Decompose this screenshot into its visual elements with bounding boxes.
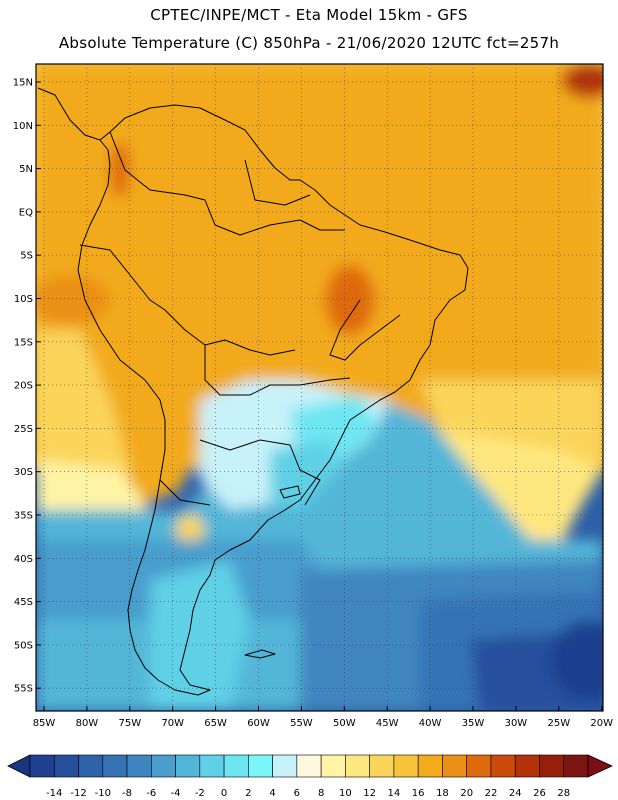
lat-label: 55S [14, 684, 33, 695]
lon-label: 35W [462, 718, 485, 729]
temperature-field [36, 64, 603, 711]
colorbar-swatch [539, 754, 565, 778]
latitude-labels: 15N 10N 5N EQ 5S 10S 15S 20S 25S 30S 35S 40S 45S 50S 5… [13, 78, 41, 695]
colorbar-swatch [29, 754, 55, 778]
map-title-line-1: CPTEC/INPE/MCT - Eta Model 15km - GFS [150, 6, 468, 24]
colorbar-label: 0 [221, 788, 227, 799]
colorbar-swatch [345, 754, 370, 778]
lon-label: 30W [505, 718, 528, 729]
lat-label: 10N [13, 121, 33, 132]
colorbar-label: -8 [122, 788, 132, 799]
longitude-labels: 85W 80W 75W 70W 65W 60W 55W 50W 45W 40W 35W 30W 25W 2… [33, 706, 613, 729]
colorbar-label: 14 [388, 788, 401, 799]
colorbar-swatch [514, 754, 540, 778]
colorbar-swatch [272, 754, 298, 778]
colorbar-swatch [563, 754, 589, 778]
colorbar-label: 28 [557, 788, 570, 799]
colorbar-label: 22 [485, 788, 498, 799]
lon-label: 45W [376, 718, 399, 729]
lon-label: 55W [290, 718, 313, 729]
lat-label: 25S [14, 424, 33, 435]
colorbar-label: 18 [436, 788, 449, 799]
lon-label: 40W [419, 718, 442, 729]
colorbar-label: 12 [363, 788, 376, 799]
colorbar-label: 6 [294, 788, 300, 799]
colorbar-swatch [490, 754, 516, 778]
coastline [37, 87, 469, 696]
colorbar-swatch [175, 754, 201, 778]
lat-label: 5S [20, 251, 33, 262]
lat-label: 5N [19, 164, 33, 175]
colorbar-label: 16 [412, 788, 425, 799]
colorbar-swatch [442, 754, 467, 778]
colorbar-swatch [466, 754, 492, 778]
lon-label: 25W [547, 718, 570, 729]
graticule [36, 64, 603, 711]
colorbar-label: 2 [245, 788, 251, 799]
colorbar: -14 -12 -10 -8 -6 -4 -2 0 2 4 6 8 10 12 14 16 18 20 22 24 26… [7, 754, 613, 799]
colorbar-label: 20 [460, 788, 473, 799]
lon-label: 60W [247, 718, 270, 729]
lat-label: 45S [14, 597, 33, 608]
lat-label: 10S [14, 294, 33, 305]
colorbar-swatch [199, 754, 225, 778]
colorbar-swatch [393, 754, 419, 778]
lat-label: 35S [14, 511, 33, 522]
colorbar-label: -10 [95, 788, 111, 799]
lat-label: 20S [14, 381, 33, 392]
lat-label: 15S [14, 337, 33, 348]
colorbar-swatch [102, 754, 128, 778]
colorbar-over-arrow [587, 754, 613, 778]
colorbar-swatch [248, 754, 273, 778]
colorbar-label: -14 [46, 788, 62, 799]
colorbar-swatch [296, 754, 322, 778]
colorbar-swatch [53, 754, 79, 778]
lon-label: 85W [33, 718, 56, 729]
colorbar-label: 24 [509, 788, 522, 799]
map-title-line-2: Absolute Temperature (C) 850hPa - 21/06/… [58, 34, 560, 52]
colorbar-label: -4 [171, 788, 181, 799]
colorbar-swatch [223, 754, 249, 778]
colorbar-swatch [369, 754, 395, 778]
map-frame [35, 63, 604, 712]
colorbar-label: 10 [339, 788, 352, 799]
colorbar-swatch [320, 754, 346, 778]
lon-label: 20W [590, 718, 613, 729]
lon-label: 70W [161, 718, 184, 729]
colorbar-swatch [151, 754, 176, 778]
lon-label: 80W [76, 718, 99, 729]
lon-label: 75W [118, 718, 141, 729]
colorbar-label: 26 [533, 788, 546, 799]
colorbar-label: -2 [195, 788, 205, 799]
colorbar-label: 4 [269, 788, 275, 799]
colorbar-label: -12 [70, 788, 86, 799]
lon-label: 65W [204, 718, 227, 729]
colorbar-swatch [126, 754, 152, 778]
lat-label: 40S [14, 554, 33, 565]
colorbar-swatch [78, 754, 104, 778]
colorbar-under-arrow [7, 754, 31, 778]
lon-label: 50W [333, 718, 356, 729]
colorbar-swatch [417, 754, 443, 778]
lat-label: EQ [19, 207, 33, 218]
colorbar-label: -6 [146, 788, 156, 799]
lat-label: 15N [13, 78, 33, 89]
colorbar-label: 8 [318, 788, 324, 799]
lat-label: 30S [14, 467, 33, 478]
lat-label: 50S [14, 640, 33, 651]
